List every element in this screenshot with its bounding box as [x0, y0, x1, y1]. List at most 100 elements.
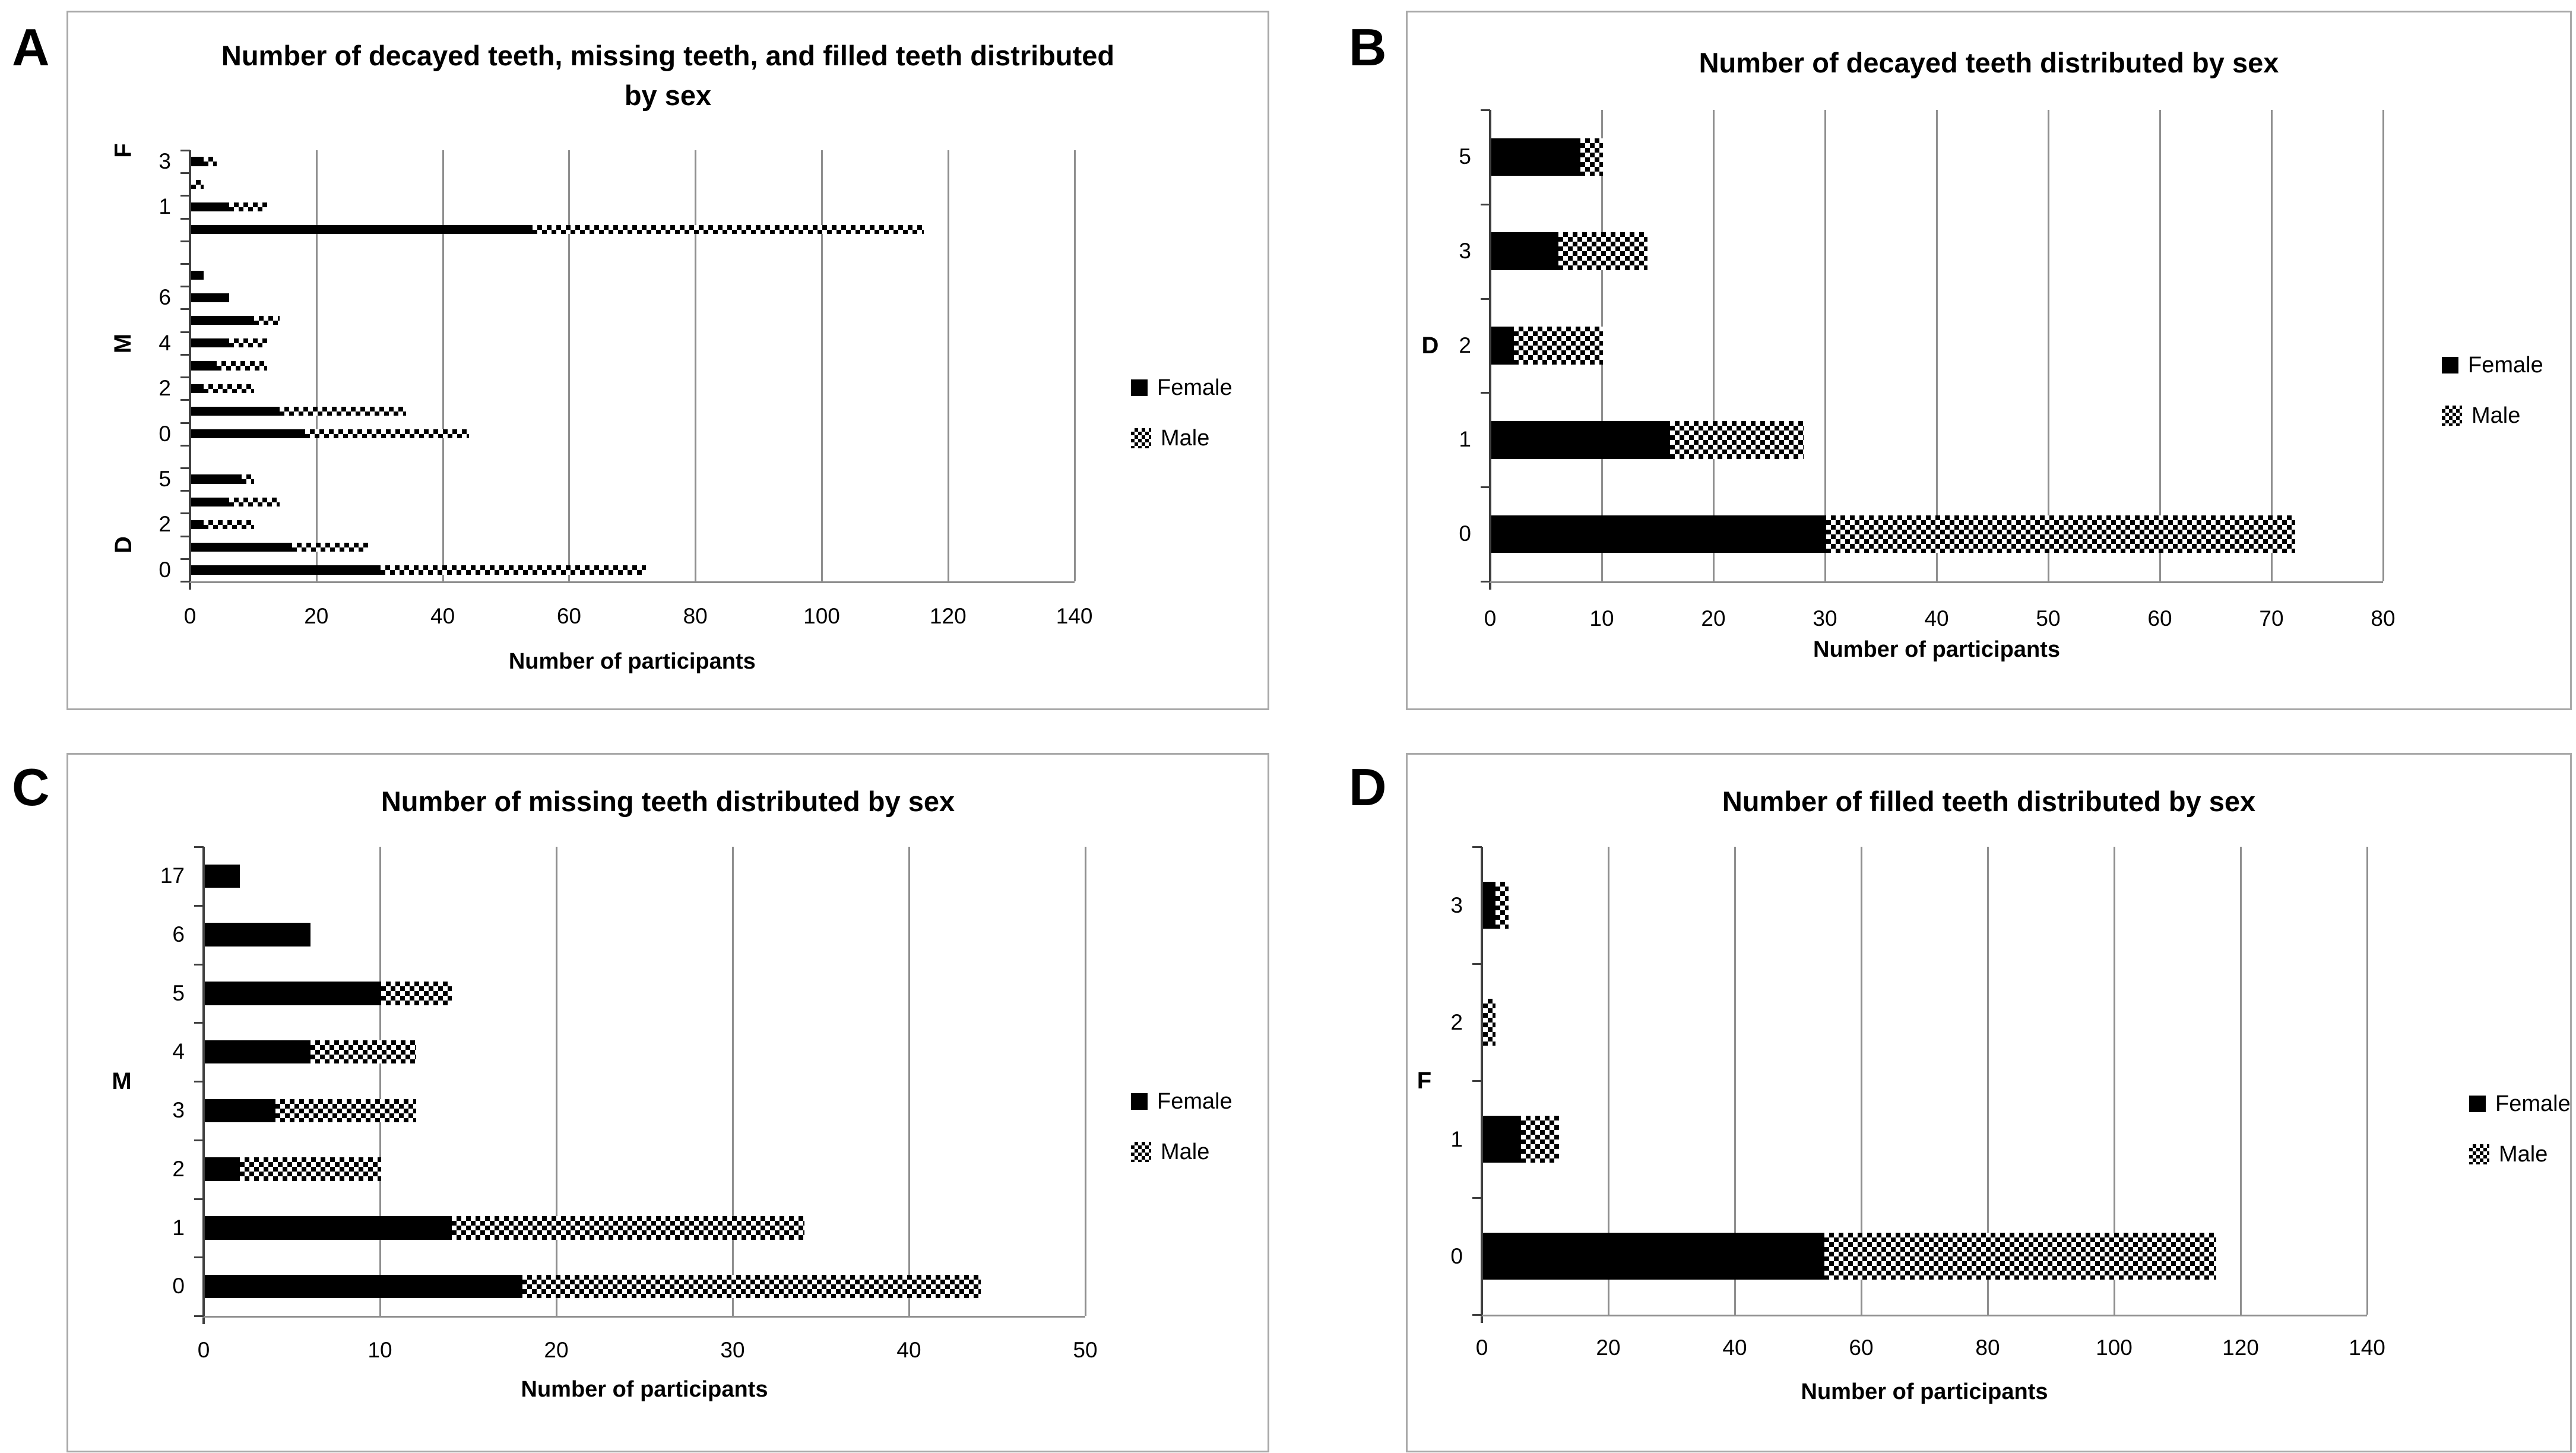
category-label: 5	[172, 980, 185, 1005]
bar-female-segment	[1491, 515, 1826, 553]
bar-female-segment	[191, 270, 204, 280]
category-label: 6	[159, 285, 171, 310]
legend-label-female: Female	[2495, 1091, 2571, 1116]
plot-area: 0 20 40 60 80 100 120 140 3 1 6 4 2 0 5 2 0 F M D	[68, 12, 1268, 708]
x-tick-label: 40	[1722, 1335, 1747, 1360]
gridline	[2114, 847, 2115, 1315]
legend-label-female: Female	[1157, 1088, 1232, 1114]
x-tick-label: 40	[896, 1338, 921, 1362]
bar-male-segment	[204, 520, 255, 530]
category-label: 0	[159, 557, 171, 582]
male-swatch-icon	[2469, 1144, 2489, 1164]
y-axis-line	[189, 150, 191, 590]
x-tick-label: 40	[430, 604, 455, 628]
y-axis-tick	[180, 535, 190, 537]
legend-label-female: Female	[2468, 352, 2543, 378]
category-label: 5	[1459, 144, 1471, 169]
category-label: 4	[159, 330, 171, 355]
gridline	[1861, 847, 1862, 1315]
female-swatch-icon	[1131, 379, 1148, 396]
x-axis-title: Number of participants	[1801, 1379, 2048, 1404]
gridline	[315, 150, 318, 581]
gridline	[695, 150, 697, 581]
y-axis-tick	[180, 240, 190, 242]
bar-male-segment	[381, 565, 647, 575]
x-tick-label: 0	[1475, 1335, 1488, 1360]
gridline	[1085, 847, 1086, 1316]
x-tick-label: 100	[803, 604, 840, 628]
bar-female-segment	[191, 315, 255, 325]
y-axis-tick	[194, 846, 204, 848]
gridline	[379, 847, 381, 1316]
y-axis-tick	[194, 1315, 204, 1317]
x-tick-label: 30	[720, 1338, 745, 1362]
legend: Female Male	[1131, 375, 1232, 451]
bar-male-segment	[240, 1157, 381, 1181]
category-label: 0	[172, 1274, 185, 1299]
legend: Female Male	[2442, 352, 2543, 429]
gridline	[1936, 110, 1938, 581]
y-axis-tick	[180, 558, 190, 560]
bar-female-segment	[191, 406, 280, 416]
bar-female-segment	[191, 565, 381, 575]
bar-male-segment	[204, 157, 217, 166]
bar-male-segment	[381, 982, 452, 1005]
x-axis-line	[1481, 1315, 2367, 1316]
category-label: 0	[1459, 521, 1471, 546]
axis-group-label: M	[105, 1063, 138, 1099]
x-tick-label: 120	[929, 604, 967, 628]
bar-female-segment	[191, 384, 204, 393]
chart-title: Number of decayed teeth distributed by s…	[1699, 47, 2279, 78]
axis-group-label: F	[1408, 1063, 1441, 1099]
category-label: 3	[1450, 893, 1463, 917]
x-tick-label: 20	[1596, 1335, 1621, 1360]
bar-female-segment	[205, 1157, 240, 1181]
category-label: 3	[159, 149, 171, 173]
plot-area: 0 20 40 60 80 100 120 140 3 2 1 0 F	[1408, 755, 2570, 1451]
chart-title: Number of filled teeth distributed by se…	[1722, 786, 2256, 817]
gridline	[556, 847, 557, 1316]
category-label: 1	[1450, 1127, 1463, 1151]
bar-male-segment	[522, 1274, 981, 1299]
bar-female-segment	[205, 1216, 452, 1240]
bar-female-segment	[205, 864, 240, 888]
gridline	[568, 150, 571, 581]
y-axis-tick	[194, 904, 204, 907]
y-axis-tick	[180, 467, 190, 469]
bar-female-segment	[1491, 421, 1670, 459]
bar-male-segment	[1826, 515, 2295, 553]
y-axis-tick	[180, 444, 190, 447]
bar-female-segment	[191, 225, 533, 235]
y-axis-tick	[194, 1198, 204, 1200]
axis-group-label: D	[107, 527, 140, 562]
bar-male-segment	[275, 1099, 417, 1123]
bar-male-segment	[216, 361, 267, 371]
y-axis-tick	[1472, 1080, 1482, 1082]
category-label: 0	[1450, 1244, 1463, 1268]
panel-letter-d: D	[1349, 758, 1387, 816]
y-axis-tick	[180, 399, 190, 401]
category-label: 3	[172, 1098, 185, 1122]
axis-group-label-text: M	[112, 1068, 132, 1094]
panel-a: Number of decayed teeth, missing teeth, …	[66, 11, 1269, 710]
gridline	[2271, 110, 2273, 581]
bar-male-segment	[1495, 882, 1509, 929]
gridline	[1824, 110, 1826, 581]
y-axis-line	[1489, 110, 1491, 590]
bar-female-segment	[191, 543, 293, 552]
bar-female-segment	[191, 338, 229, 348]
bar-female-segment	[191, 202, 229, 212]
bar-male-segment	[1669, 421, 1804, 459]
x-axis-line	[1489, 581, 2383, 583]
bar-male-segment	[292, 543, 368, 552]
category-label: 4	[172, 1039, 185, 1064]
bar-male-segment	[1520, 1116, 1559, 1163]
panel-b: Number of decayed teeth distributed by s…	[1406, 11, 2572, 710]
axis-group-label: M	[107, 325, 140, 361]
axis-group-label-text: F	[110, 143, 137, 158]
bar-male-segment	[191, 179, 204, 189]
female-swatch-icon	[2442, 357, 2458, 373]
legend: Female Male	[2469, 1091, 2571, 1167]
bar-female-segment	[205, 982, 381, 1005]
x-tick-label: 60	[1849, 1335, 1874, 1360]
